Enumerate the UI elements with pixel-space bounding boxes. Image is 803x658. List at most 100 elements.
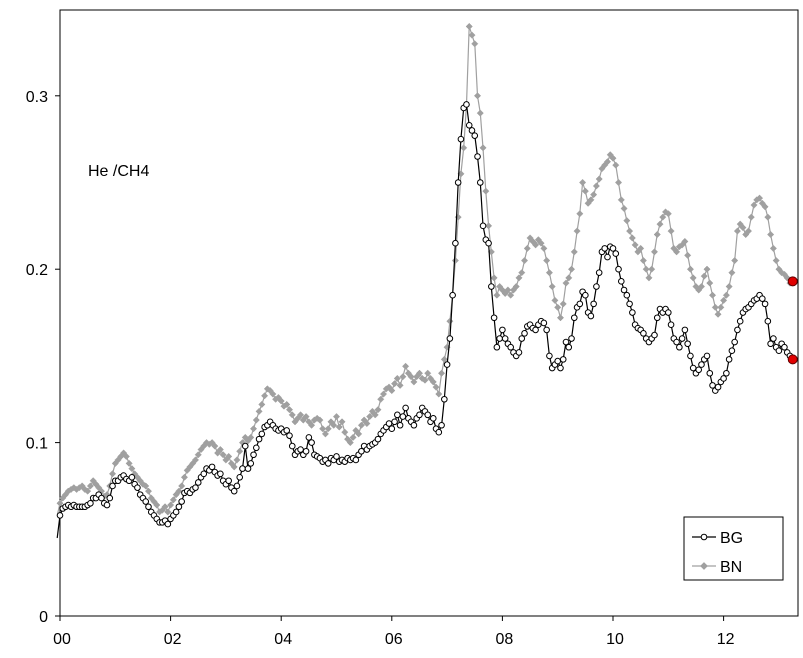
data-point [581, 187, 589, 195]
data-point [706, 369, 714, 377]
data-point [515, 274, 523, 282]
data-point [676, 343, 683, 351]
data-point [366, 413, 374, 421]
data-point [504, 286, 512, 294]
data-point [388, 425, 396, 433]
x-axis: 00 02 04 06 08 10 12 [53, 616, 735, 648]
data-point [615, 265, 622, 273]
data-point [454, 179, 462, 186]
x-tick-label: 00 [53, 631, 71, 648]
data-point [681, 237, 689, 246]
data-point [744, 227, 753, 235]
data-point [388, 387, 396, 395]
data-point [770, 335, 777, 342]
data-point-latest [787, 276, 798, 287]
data-point [576, 210, 584, 218]
data-point [471, 40, 479, 48]
data-point [764, 213, 772, 221]
annotation-label: He /CH4 [88, 163, 149, 180]
data-point [479, 222, 487, 230]
data-point [703, 352, 711, 360]
data-point [620, 204, 628, 213]
data-point [103, 501, 111, 509]
data-point [87, 499, 94, 507]
data-point [286, 432, 293, 439]
data-point [556, 314, 565, 322]
data-point [302, 413, 310, 421]
data-point [714, 310, 722, 318]
data-point [122, 452, 130, 461]
data-point [457, 135, 465, 143]
data-point [755, 194, 764, 202]
data-point [603, 158, 612, 166]
data-point [377, 395, 385, 403]
data-point [172, 508, 180, 516]
data-point [56, 512, 64, 519]
data-point [689, 364, 697, 372]
data-point [567, 265, 576, 273]
data-point [728, 347, 736, 354]
data-point [194, 451, 202, 459]
data-point [432, 383, 440, 391]
data-point [488, 283, 495, 290]
data-point [438, 369, 446, 377]
data-point [277, 397, 285, 405]
data-point [595, 269, 603, 276]
data-point [415, 369, 424, 377]
data-point [546, 352, 553, 360]
data-point [164, 520, 172, 528]
data-point [642, 265, 650, 273]
data-point [590, 191, 598, 199]
data-point [523, 244, 531, 252]
data-point [579, 178, 587, 187]
data-point [568, 335, 575, 342]
data-point [324, 425, 332, 433]
data-point [410, 378, 418, 386]
data-point [463, 101, 470, 108]
x-tick-label: 08 [496, 631, 514, 648]
data-point [734, 326, 741, 334]
data-point [399, 373, 407, 381]
data-point [258, 430, 266, 438]
data-point [767, 340, 774, 348]
data-point [283, 427, 291, 434]
data-point [562, 279, 570, 287]
data-point [609, 245, 617, 252]
legend-item-bn: BN [692, 559, 742, 576]
data-point [379, 390, 388, 398]
data-point [471, 132, 479, 139]
data-point [775, 347, 783, 354]
data-point [739, 224, 747, 232]
data-point [617, 196, 625, 204]
data-point [225, 452, 233, 461]
data-point [236, 447, 244, 455]
data-point [338, 418, 346, 426]
data-point [145, 503, 152, 511]
data-point [164, 508, 172, 516]
y-tick-label: 0.3 [26, 89, 48, 106]
data-point [772, 256, 780, 265]
data-point [191, 456, 200, 464]
data-point [421, 376, 429, 384]
data-point [305, 434, 313, 441]
data-point [499, 326, 506, 334]
data-point [355, 430, 363, 438]
legend-box [683, 516, 784, 581]
data-point [253, 444, 260, 452]
data-point [410, 421, 418, 429]
data-point [720, 375, 727, 382]
data-point [686, 265, 694, 273]
y-tick-label: 0.1 [26, 436, 48, 453]
y-tick-label: 0 [39, 609, 48, 626]
data-point [200, 470, 208, 478]
data-point [714, 383, 722, 391]
data-point [540, 319, 548, 327]
data-point [518, 269, 526, 277]
data-point [452, 239, 459, 247]
data-point [247, 433, 255, 441]
data-point [316, 416, 324, 424]
x-tick-label: 10 [606, 631, 624, 648]
data-point [438, 421, 445, 429]
legend-label: BN [720, 559, 742, 576]
data-point [465, 121, 473, 129]
